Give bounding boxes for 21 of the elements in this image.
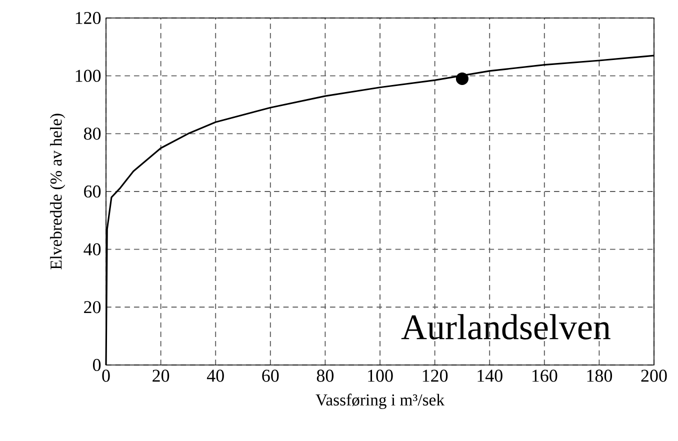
x-tick-label: 0	[102, 370, 110, 382]
y-tick-label: 60	[84, 185, 101, 198]
y-tick-label: 120	[76, 12, 101, 24]
x-tick-label: 120	[422, 370, 448, 382]
x-tick-label: 160	[532, 370, 558, 382]
y-tick-label: 80	[84, 128, 101, 140]
x-tick-label: 60	[262, 370, 279, 382]
x-tick-label: 140	[478, 370, 502, 382]
x-tick-label: 40	[206, 370, 224, 382]
y-tick-label: 40	[84, 243, 101, 256]
y-tick-label: 100	[76, 70, 101, 82]
annotation: Aurlandselven	[401, 314, 610, 340]
y-tick-label: 0	[92, 358, 101, 372]
x-axis-title: Vassføring i m³/sek	[316, 394, 445, 409]
x-tick-label: 200	[641, 370, 667, 382]
y-axis-title: Elvebredde (% av hele)	[50, 114, 66, 270]
x-tick-label: 20	[152, 370, 170, 382]
y-tick-label: 20	[84, 301, 101, 314]
x-tick-label: 100	[368, 370, 393, 382]
x-tick-label: 180	[587, 370, 612, 382]
x-tick-label: 80	[316, 370, 334, 382]
